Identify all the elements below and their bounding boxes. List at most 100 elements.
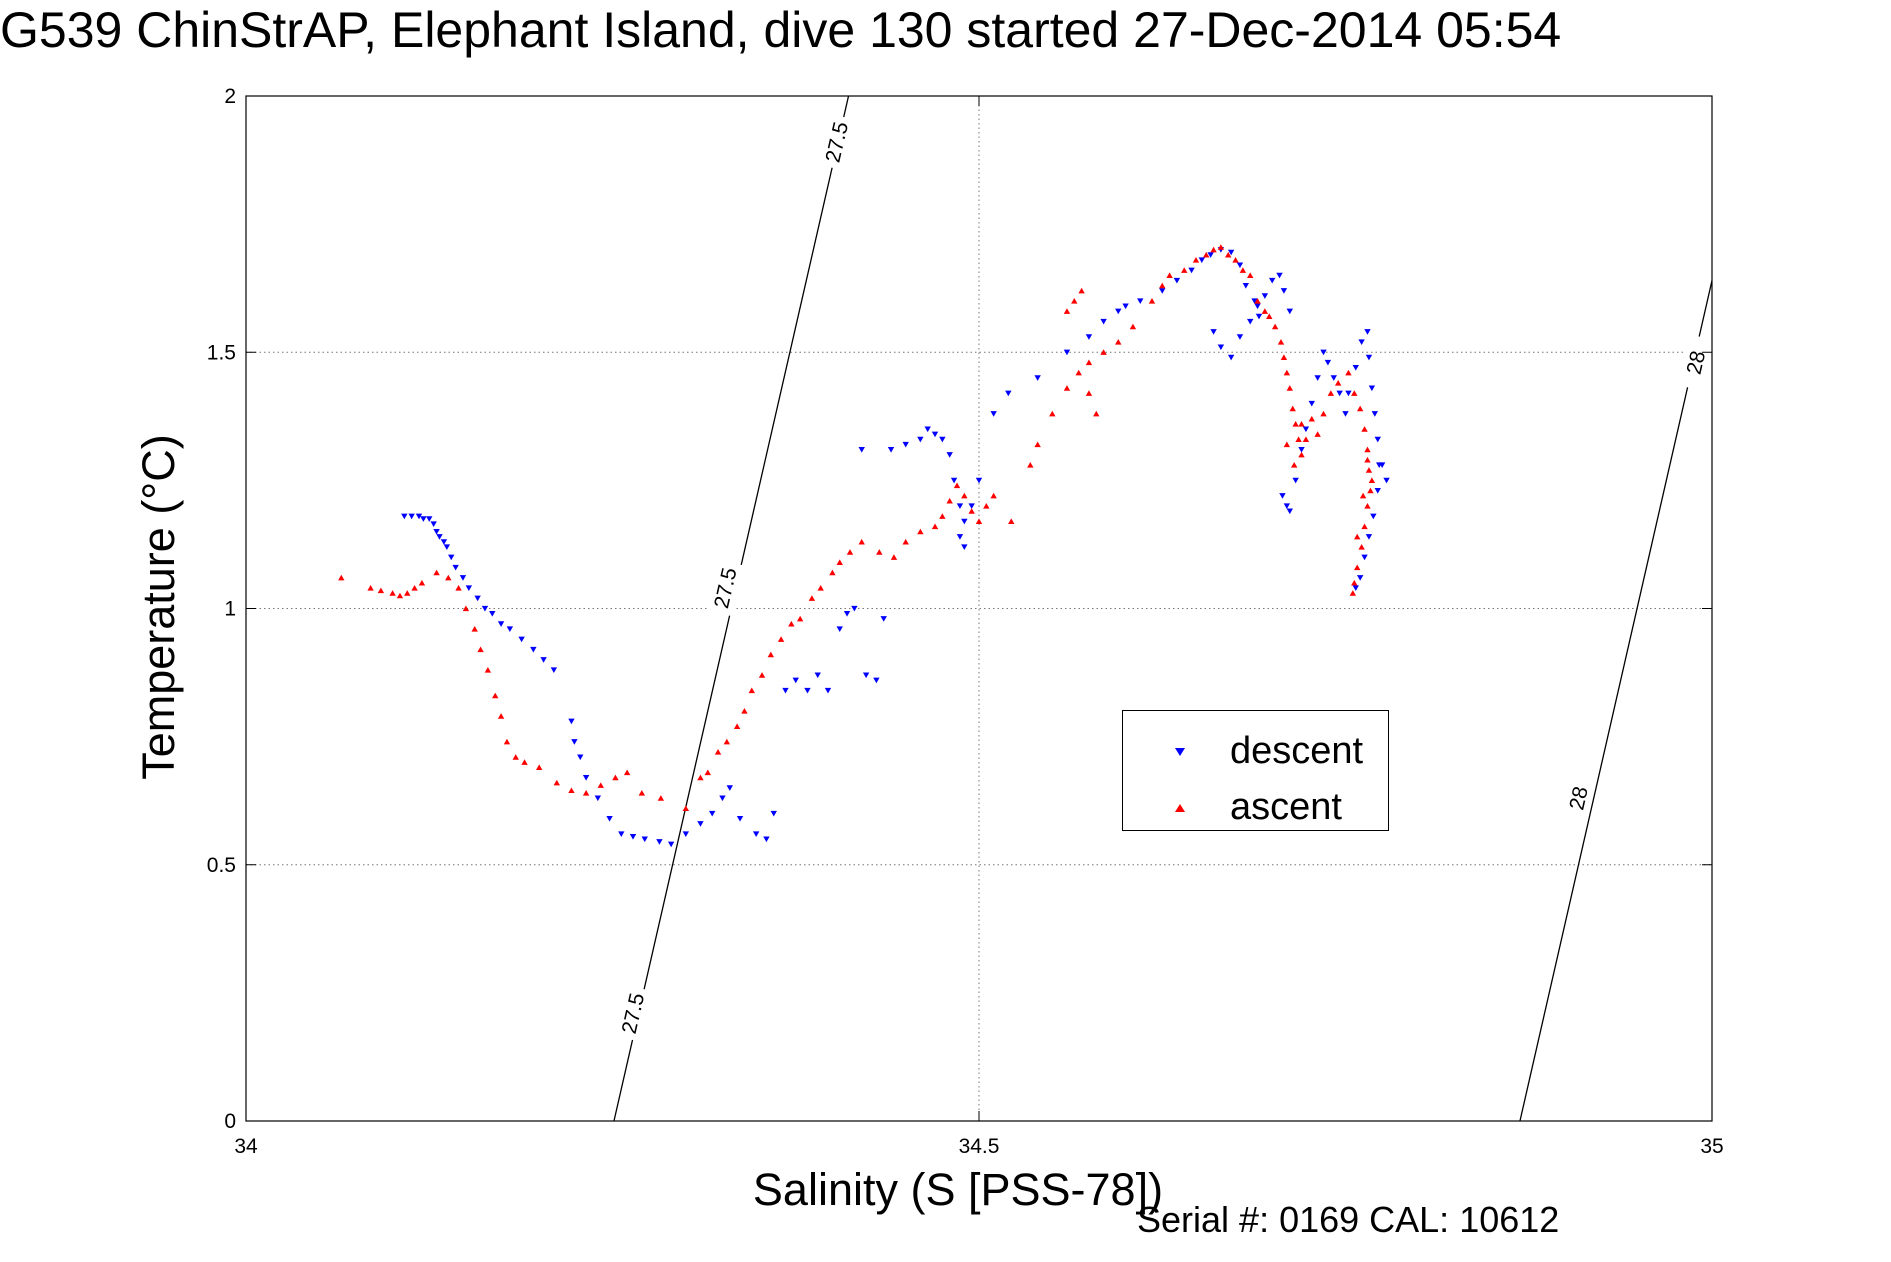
ascent-point (1356, 405, 1364, 412)
descent-point (629, 833, 637, 840)
ascent-point (1247, 272, 1254, 278)
descent-point (770, 810, 777, 817)
isopycnal-label: 28 (1683, 349, 1711, 377)
ascent-point (404, 590, 411, 596)
ascent-point (1093, 410, 1100, 417)
legend-label-ascent: ascent (1230, 786, 1342, 828)
ascent-point (1314, 431, 1321, 437)
descent-point (836, 626, 843, 632)
ascent-point (367, 585, 374, 591)
ascent-point (411, 585, 418, 591)
serial-footer: Serial #: 0169 CAL: 10612 (1137, 1199, 1560, 1240)
descent-point (452, 564, 459, 571)
descent-point (682, 831, 689, 837)
ascent-point (1129, 323, 1137, 330)
descent-point (1269, 277, 1276, 284)
descent-point (1336, 390, 1343, 397)
descent-point (824, 687, 832, 694)
descent-point (1100, 318, 1107, 325)
descent-point (1324, 359, 1332, 366)
legend-item-descent: descent (1123, 727, 1388, 775)
descent-point (1352, 365, 1359, 371)
axes-frame (245, 95, 1713, 1122)
ascent-point (1292, 421, 1299, 427)
ascent-point (829, 569, 836, 576)
ascent-point (462, 605, 470, 612)
descent-point (594, 795, 602, 802)
descent-point (1345, 390, 1352, 397)
descent-point (518, 636, 525, 643)
isopycnal-label: 27.5 (618, 991, 650, 1036)
ascent-point (939, 513, 946, 519)
ascent-point (1008, 518, 1015, 524)
ascent-point (1365, 467, 1373, 473)
descent-point (752, 831, 760, 837)
ascent-point (1100, 349, 1107, 355)
ascent-point (1232, 257, 1239, 263)
ascent-point (858, 538, 865, 545)
ascent-point (1351, 390, 1358, 396)
ascent-point (433, 569, 440, 576)
ascent-point (1261, 308, 1269, 314)
isopycnal-label-bg (1560, 769, 1598, 827)
ascent-point (1063, 385, 1071, 391)
descent-point (858, 447, 865, 453)
ascent-point (931, 523, 939, 530)
descent-point (430, 521, 437, 527)
ascent-point (1364, 446, 1371, 453)
legend-item-ascent: ascent (1123, 783, 1388, 831)
descent-point (924, 426, 931, 433)
descent-point (1227, 354, 1235, 361)
ascent-point (836, 559, 843, 565)
ascent-point (396, 592, 404, 599)
isopycnal-label: 27.5 (710, 566, 742, 611)
ascent-point (946, 497, 953, 504)
descent-point (1283, 503, 1291, 509)
ascent-point (817, 585, 824, 591)
ascent-point (1283, 369, 1291, 376)
descent-point (440, 539, 448, 545)
isopycnal-line (1519, 280, 1713, 1122)
ascent-point (492, 692, 499, 699)
descent-point (408, 513, 415, 520)
descent-point (931, 431, 939, 438)
ascent-point (1063, 308, 1071, 314)
ascent-point (1334, 380, 1342, 386)
descent-point (1236, 334, 1244, 340)
descent-point (1286, 308, 1293, 315)
descent-point (1358, 339, 1365, 345)
descent-point (814, 672, 821, 679)
descent-point (1280, 288, 1288, 294)
descent-point (1370, 513, 1377, 520)
ascent-point (1115, 339, 1122, 345)
ascent-point (1266, 313, 1273, 319)
descent-point (1371, 411, 1379, 417)
ascent-point (418, 579, 426, 586)
ascent-point (1361, 523, 1368, 530)
descent-point (568, 718, 575, 725)
descent-point (1173, 277, 1181, 284)
descent-point (1254, 303, 1261, 310)
x-axis-label: Salinity (S [PSS-78]) (753, 1164, 1163, 1215)
descent-point (436, 534, 443, 540)
data-points (338, 244, 1390, 848)
ascent-point (968, 508, 975, 514)
descent-point (401, 513, 408, 520)
ascent-point (597, 782, 604, 788)
y-tick-label: 1 (224, 598, 236, 621)
descent-point (667, 841, 675, 848)
ascent-point (846, 549, 854, 555)
ascent-point (657, 795, 665, 801)
ascent-point (1351, 579, 1358, 586)
ascent-point (1085, 359, 1093, 366)
descent-point (880, 616, 887, 622)
ascent-point (497, 713, 505, 719)
ascent-point (1071, 298, 1078, 304)
ascent-point (1364, 503, 1371, 509)
descent-point (577, 754, 584, 761)
ascent-point (1075, 369, 1082, 376)
x-tick-label: 34.5 (959, 1135, 1000, 1158)
descent-point (1320, 349, 1327, 356)
descent-point (606, 816, 613, 822)
descent-point (497, 621, 505, 627)
